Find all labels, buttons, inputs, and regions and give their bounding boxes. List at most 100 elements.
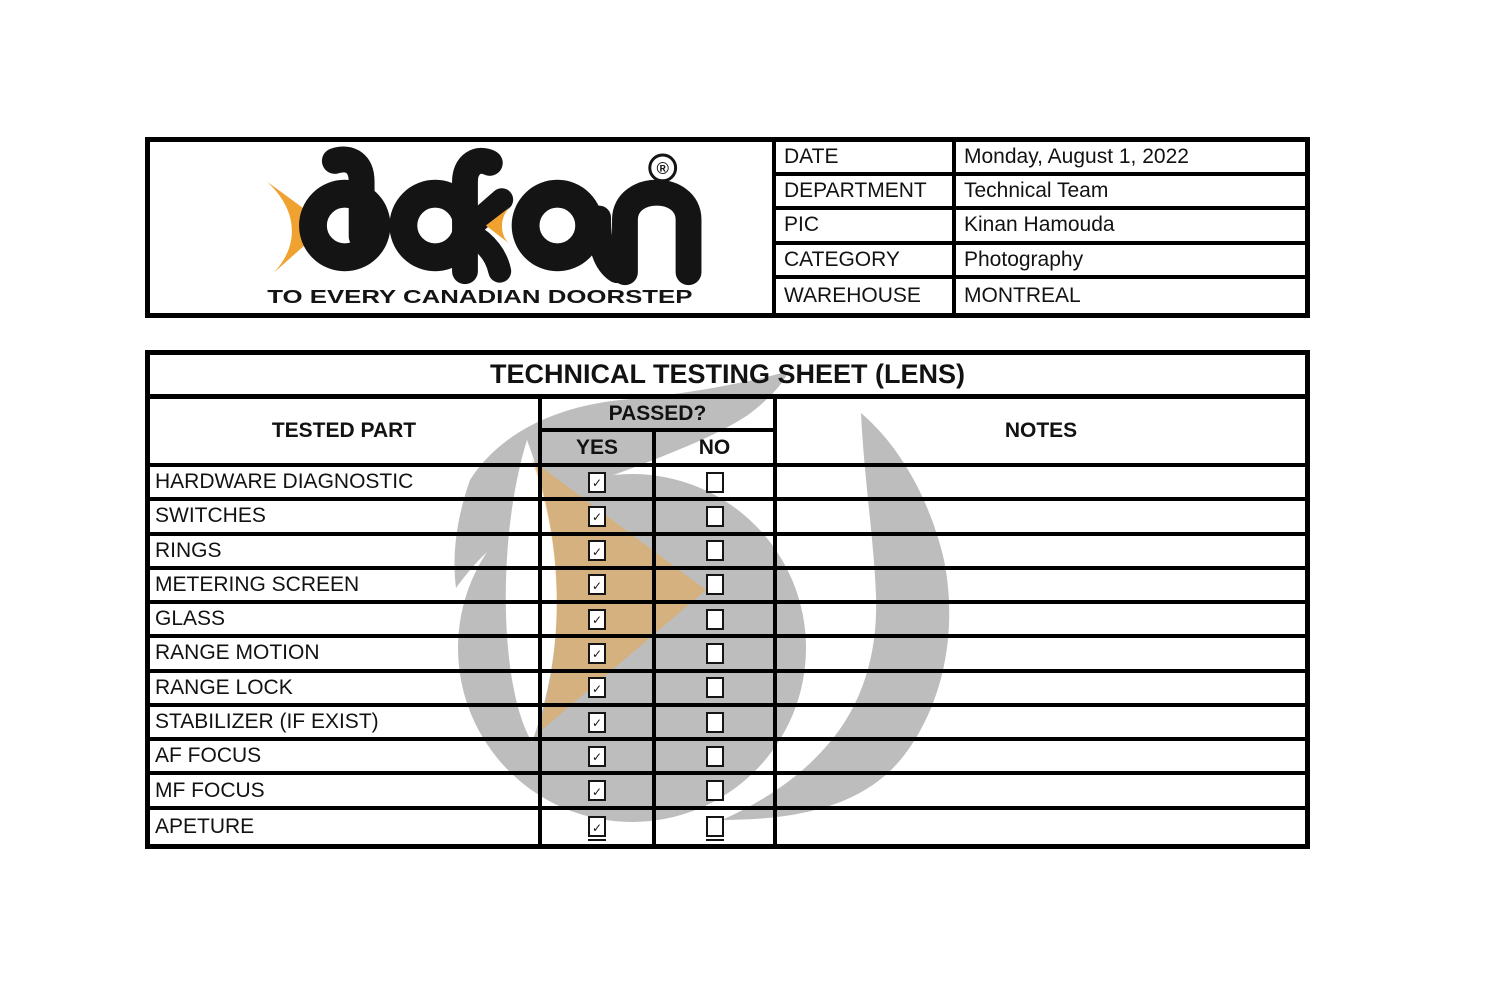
no-checkbox-cell	[656, 706, 777, 742]
no-checkbox[interactable]	[705, 780, 724, 802]
yes-checkbox-cell: ✓	[542, 501, 656, 536]
no-checkbox[interactable]	[705, 711, 724, 733]
yes-checkbox[interactable]: ✓	[588, 677, 606, 699]
tested-part-label: MF FOCUS	[150, 775, 542, 810]
notes-cell	[777, 673, 1305, 707]
no-checkbox[interactable]	[705, 574, 724, 596]
sheet-title: TECHNICAL TESTING SHEET (LENS)	[150, 355, 1305, 399]
logo-k-arrow-icon	[485, 205, 512, 246]
no-checkbox-cell	[656, 467, 777, 502]
yes-checkbox-cell: ✓	[542, 467, 656, 502]
info-value-category: Photography	[956, 245, 1305, 279]
check-icon: ✓	[591, 476, 603, 491]
tested-part-label: RINGS	[150, 535, 542, 570]
tested-part-label: RANGE MOTION	[150, 638, 542, 673]
yes-checkbox[interactable]: ✓	[588, 642, 606, 664]
info-label-pic: PIC	[776, 210, 956, 245]
column-header-passed: PASSED?	[542, 399, 777, 432]
no-checkbox-cell	[656, 501, 777, 536]
notes-cell	[777, 570, 1305, 605]
logo-arrow-icon	[267, 181, 327, 274]
column-header-notes: NOTES	[777, 399, 1305, 467]
logo-box: ® TO EVERY CANADIAN DOORSTEP	[150, 142, 776, 313]
check-icon: ✓	[591, 716, 603, 731]
no-checkbox-cell	[656, 809, 777, 844]
no-checkbox-cell	[656, 535, 777, 570]
no-checkbox[interactable]	[705, 608, 724, 630]
no-checkbox[interactable]	[705, 540, 724, 562]
info-label-date: DATE	[776, 142, 956, 177]
notes-cell	[777, 707, 1305, 742]
check-icon: ✓	[591, 544, 603, 559]
yes-checkbox[interactable]: ✓	[588, 471, 606, 493]
check-icon: ✓	[591, 820, 603, 835]
yes-checkbox[interactable]: ✓	[588, 505, 606, 527]
info-table: DATE Monday, August 1, 2022 DEPARTMENT T…	[776, 142, 1305, 313]
notes-cell	[777, 467, 1305, 502]
no-checkbox[interactable]	[705, 471, 724, 493]
registered-mark: ®	[656, 159, 669, 178]
yes-checkbox[interactable]: ✓	[588, 711, 606, 733]
notes-cell	[777, 536, 1305, 570]
notes-cell	[777, 638, 1305, 673]
watermark-arrow-icon	[532, 460, 706, 734]
yes-checkbox-cell: ✓	[542, 706, 656, 742]
check-icon: ✓	[591, 510, 603, 525]
no-checkbox-cell	[656, 638, 777, 673]
check-icon: ✓	[591, 647, 603, 662]
notes-cell	[777, 604, 1305, 639]
watermark-tail	[722, 413, 950, 820]
tested-part-label: SWITCHES	[150, 501, 542, 536]
yes-checkbox-cell: ✓	[542, 741, 656, 776]
check-icon: ✓	[591, 681, 603, 696]
dokan-logo-icon: ® TO EVERY CANADIAN DOORSTEP	[267, 146, 702, 307]
yes-checkbox[interactable]: ✓	[588, 540, 606, 562]
info-value-department: Technical Team	[956, 176, 1305, 211]
yes-checkbox-cell: ✓	[542, 809, 656, 844]
no-checkbox[interactable]	[705, 816, 724, 842]
yes-checkbox-cell: ✓	[542, 604, 656, 639]
tested-part-label: AF FOCUS	[150, 741, 542, 776]
tested-part-label: HARDWARE DIAGNOSTIC	[150, 467, 542, 502]
watermark-arrow-gap	[505, 440, 557, 742]
info-value-pic: Kinan Hamouda	[956, 210, 1305, 245]
notes-cell	[777, 775, 1305, 810]
yes-checkbox[interactable]: ✓	[588, 780, 606, 802]
check-icon: ✓	[591, 784, 603, 799]
check-icon: ✓	[591, 578, 603, 593]
tested-part-label: METERING SCREEN	[150, 569, 542, 605]
check-icon: ✓	[591, 750, 603, 765]
tested-part-label: GLASS	[150, 604, 542, 639]
notes-cell	[777, 501, 1305, 536]
tested-part-label: STABILIZER (IF EXIST)	[150, 706, 542, 742]
no-checkbox-cell	[656, 569, 777, 605]
notes-cell	[777, 810, 1305, 844]
yes-checkbox[interactable]: ✓	[588, 745, 606, 767]
info-label-category: CATEGORY	[776, 244, 956, 279]
logo-tagline: TO EVERY CANADIAN DOORSTEP	[267, 286, 692, 307]
yes-checkbox[interactable]: ✓	[588, 816, 606, 842]
info-label-department: DEPARTMENT	[776, 176, 956, 211]
info-value-date: Monday, August 1, 2022	[956, 142, 1305, 177]
check-icon: ✓	[591, 613, 603, 628]
yes-checkbox[interactable]: ✓	[588, 574, 606, 596]
info-label-warehouse: WAREHOUSE	[776, 278, 956, 313]
no-checkbox[interactable]	[705, 642, 724, 664]
no-checkbox-cell	[656, 741, 777, 776]
yes-checkbox-cell: ✓	[542, 775, 656, 810]
yes-checkbox-cell: ✓	[542, 672, 656, 707]
no-checkbox[interactable]	[705, 745, 724, 767]
column-header-no: NO	[656, 432, 777, 467]
yes-checkbox[interactable]: ✓	[588, 608, 606, 630]
yes-checkbox-cell: ✓	[542, 569, 656, 605]
no-checkbox-cell	[656, 672, 777, 707]
no-checkbox-cell	[656, 604, 777, 639]
header-band: ® TO EVERY CANADIAN DOORSTEP DATE Monday…	[145, 137, 1310, 318]
no-checkbox[interactable]	[705, 677, 724, 699]
no-checkbox[interactable]	[705, 505, 724, 527]
yes-checkbox-cell: ✓	[542, 638, 656, 673]
testing-sheet-grid: TECHNICAL TESTING SHEET (LENS) TESTED PA…	[145, 350, 1310, 849]
notes-cell	[777, 741, 1305, 776]
column-header-yes: YES	[542, 432, 656, 467]
